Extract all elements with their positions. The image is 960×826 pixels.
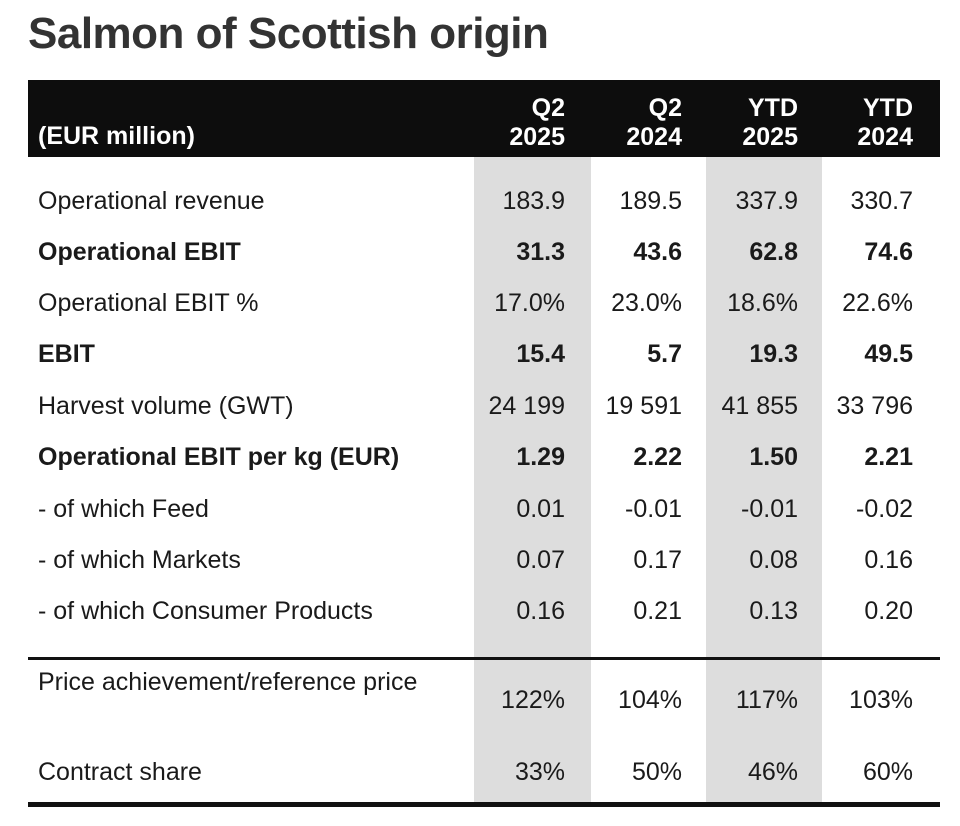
table-footer-row: Price achievement/reference price 122% 104… — [28, 661, 940, 739]
row-value: 60% — [862, 758, 913, 786]
unit-label: (EUR million) — [38, 122, 195, 150]
row-label: - of which Markets — [38, 546, 241, 574]
row-value: 0.08 — [749, 546, 798, 574]
row-value: 41 855 — [721, 392, 798, 420]
table-row: Operational EBIT % 17.0% 23.0% 18.6% 22.6% — [28, 278, 940, 329]
column-header-q2-2024: Q2 2024 — [626, 94, 682, 152]
row-value: 1.29 — [516, 443, 565, 471]
row-value: 5.7 — [647, 340, 682, 368]
column-header-line1: YTD — [863, 94, 913, 122]
row-label: Operational EBIT — [38, 238, 241, 266]
row-label: Harvest volume (GWT) — [38, 392, 294, 420]
row-value: 0.17 — [633, 546, 682, 574]
column-header-line1: Q2 — [648, 94, 682, 122]
table-row: - of which Markets 0.07 0.17 0.08 0.16 — [28, 535, 940, 586]
shaded-column-ytd-2025 — [706, 80, 822, 802]
column-header-line2: 2024 — [857, 123, 913, 151]
row-value: 50% — [631, 758, 682, 786]
row-value: 31.3 — [516, 238, 565, 266]
column-header-line1: YTD — [748, 94, 798, 122]
row-value: 19.3 — [749, 340, 798, 368]
row-value: 0.16 — [864, 546, 913, 574]
row-value: 22.6% — [842, 289, 913, 317]
row-value: 15.4 — [516, 340, 565, 368]
row-label: Operational revenue — [38, 187, 265, 215]
row-value: 0.13 — [749, 597, 798, 625]
row-value: 189.5 — [619, 187, 682, 215]
row-value: 2.21 — [864, 443, 913, 471]
row-value: 33% — [514, 758, 565, 786]
page-title: Salmon of Scottish origin — [28, 9, 549, 58]
row-value: 49.5 — [864, 340, 913, 368]
row-value: 0.07 — [516, 546, 565, 574]
column-header-line2: 2025 — [509, 123, 565, 151]
row-value: 117% — [735, 686, 798, 714]
row-label: Price achievement/reference price — [38, 668, 418, 696]
financial-table: (EUR million) Q2 2025 Q2 2024 YTD 2025 Y… — [28, 80, 940, 810]
row-value: 43.6 — [633, 238, 682, 266]
row-value: 74.6 — [864, 238, 913, 266]
table-header: (EUR million) Q2 2025 Q2 2024 YTD 2025 Y… — [28, 80, 940, 157]
row-value: 104% — [618, 686, 682, 714]
table-row: Operational EBIT per kg (EUR) 1.29 2.22 1.5… — [28, 432, 940, 483]
row-value: 19 591 — [605, 392, 682, 420]
table-row: Operational revenue 183.9 189.5 337.9 330.7 — [28, 176, 940, 227]
column-header-line2: 2024 — [626, 123, 682, 151]
row-value: 24 199 — [488, 392, 565, 420]
row-value: 1.50 — [749, 443, 798, 471]
row-value: 183.9 — [502, 187, 565, 215]
row-value: 17.0% — [494, 289, 565, 317]
row-value: 0.16 — [516, 597, 565, 625]
row-value: 62.8 — [749, 238, 798, 266]
column-header-ytd-2024: YTD 2024 — [857, 94, 913, 152]
table-row: Operational EBIT 31.3 43.6 62.8 74.6 — [28, 227, 940, 278]
row-label: Contract share — [38, 758, 202, 786]
table-bottom-rule — [28, 802, 940, 807]
row-value: 33 796 — [836, 392, 913, 420]
row-value: 2.22 — [633, 443, 682, 471]
table-row: - of which Consumer Products 0.16 0.21 0.13… — [28, 586, 940, 637]
row-value: -0.01 — [741, 495, 798, 523]
row-value: 0.21 — [633, 597, 682, 625]
column-header-line2: 2025 — [742, 123, 798, 151]
row-label: EBIT — [38, 340, 95, 368]
row-value: 330.7 — [850, 187, 913, 215]
row-value: -0.01 — [625, 495, 682, 523]
section-divider — [28, 657, 940, 660]
column-header-q2-2025: Q2 2025 — [509, 94, 565, 152]
shaded-column-q2-2025 — [474, 80, 591, 802]
table-row: Harvest volume (GWT) 24 199 19 591 41 855 33… — [28, 381, 940, 432]
table-row: EBIT 15.4 5.7 19.3 49.5 — [28, 329, 940, 380]
row-value: -0.02 — [856, 495, 913, 523]
row-value: 103% — [849, 686, 913, 714]
table-row: - of which Feed 0.01 -0.01 -0.01 -0.02 — [28, 484, 940, 535]
row-value: 46% — [747, 758, 798, 786]
row-value: 0.20 — [864, 597, 913, 625]
row-label: - of which Consumer Products — [38, 597, 373, 625]
row-label: Operational EBIT per kg (EUR) — [38, 443, 400, 471]
column-header-ytd-2025: YTD 2025 — [742, 94, 798, 152]
row-value: 0.01 — [516, 495, 565, 523]
row-value: 18.6% — [727, 289, 798, 317]
row-value: 23.0% — [611, 289, 682, 317]
row-value: 337.9 — [735, 187, 798, 215]
table-footer-row: Contract share 33% 50% 46% 60% — [28, 747, 940, 798]
row-value: 122% — [501, 686, 565, 714]
row-label: Operational EBIT % — [38, 289, 259, 317]
column-header-line1: Q2 — [531, 94, 565, 122]
row-label: - of which Feed — [38, 495, 209, 523]
